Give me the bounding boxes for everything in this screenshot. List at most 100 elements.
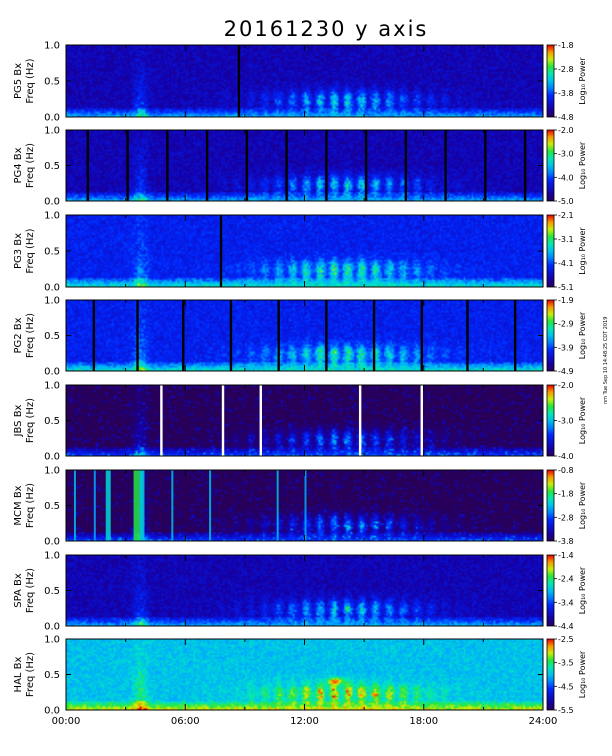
- station-label: PG4 Bx: [13, 147, 24, 183]
- y-tick-label: 0.5: [44, 331, 60, 342]
- colorbar: [546, 469, 555, 542]
- figure-title: 20161230 y axis: [223, 17, 429, 41]
- y-tick-label: 1.0: [44, 466, 60, 477]
- panel-hal: 0.0 0.5 1.0 HAL Bx Freq (Hz) -2.5 -3.5 -4.5 -5.5…: [13, 635, 587, 717]
- data-gap: [285, 130, 288, 201]
- data-gap: [466, 300, 469, 371]
- colorbar-tick-label: -3.5: [558, 659, 574, 668]
- data-gap: [126, 130, 129, 201]
- data-gap: [92, 300, 96, 371]
- panel-mcm: 0.0 0.5 1.0 MCM Bx Freq (Hz) -0.8 -1.8 -2.8 -3.8…: [13, 466, 587, 548]
- y-axis-label: Freq (Hz): [25, 483, 36, 528]
- y-tick-label: 1.0: [44, 381, 60, 392]
- colorbar-tick-label: -0.8: [558, 466, 574, 475]
- panel-spa: 0.0 0.5 1.0 SPA Bx Freq (Hz) -1.4 -2.4 -3.4 -4.4…: [13, 551, 587, 633]
- data-gap: [259, 385, 262, 456]
- data-gap: [160, 385, 163, 456]
- y-axis-label: Freq (Hz): [25, 568, 36, 613]
- x-tick-label: 00:00: [52, 716, 81, 727]
- y-axis-label: Freq (Hz): [25, 652, 36, 697]
- burst: [139, 470, 145, 541]
- y-tick-label: 0.0: [44, 197, 60, 208]
- y-tick-label: 1.0: [44, 635, 60, 646]
- data-gap: [245, 130, 249, 201]
- burst: [93, 470, 96, 541]
- data-gap: [166, 130, 169, 201]
- y-tick-label: 0.0: [44, 113, 60, 124]
- colorbar-tick-label: -2.8: [558, 65, 574, 74]
- colorbar-tick-label: -1.8: [558, 490, 574, 499]
- station-label: PG5 Bx: [13, 63, 24, 99]
- y-tick-label: 1.0: [44, 41, 60, 52]
- colorbar-tick-label: -4.5: [558, 682, 574, 691]
- y-tick-label: 1.0: [44, 211, 60, 222]
- timestamp-stamp: nm Tue Sep 10 14:48:25 CDT 2019: [603, 316, 609, 404]
- data-gap: [182, 300, 185, 371]
- colorbar-tick-label: -3.4: [558, 598, 574, 607]
- y-tick-label: 1.0: [44, 551, 60, 562]
- panel-pg5: 0.0 0.5 1.0 PG5 Bx Freq (Hz) -1.8 -2.8 -3.8 -4.8…: [13, 41, 587, 124]
- y-tick-label: 0.0: [44, 367, 60, 378]
- data-gap: [513, 300, 517, 371]
- spectrogram-image: [66, 300, 543, 371]
- y-tick-label: 0.5: [44, 77, 60, 88]
- colorbar-tick-label: -2.0: [558, 126, 574, 135]
- spectrogram-image: [66, 45, 543, 117]
- data-gap: [420, 385, 423, 456]
- y-tick-label: 0.0: [44, 452, 60, 463]
- y-tick-label: 0.0: [44, 283, 60, 294]
- burst: [209, 470, 212, 541]
- data-gap: [484, 130, 487, 201]
- colorbar-tick-label: -3.0: [558, 417, 574, 426]
- colorbar: [546, 44, 555, 118]
- colorbar-tick-label: -2.8: [558, 513, 574, 522]
- colorbar: [546, 129, 555, 202]
- colorbar-tick-label: -4.1: [558, 259, 574, 268]
- colorbar-tick-label: -1.8: [558, 41, 574, 50]
- x-tick-label: 12:00: [290, 716, 319, 727]
- data-gap: [237, 45, 241, 117]
- colorbar-tick-label: -3.9: [558, 343, 574, 352]
- colorbar: [546, 214, 555, 288]
- y-tick-label: 0.5: [44, 161, 60, 172]
- burst: [276, 470, 279, 541]
- station-label: PG2 Bx: [13, 317, 24, 353]
- spectrogram-image: [66, 555, 543, 626]
- spectrogram-image: [66, 385, 543, 456]
- colorbar-tick-label: -2.4: [558, 575, 574, 584]
- y-tick-label: 0.5: [44, 670, 60, 681]
- colorbar-tick-label: -5.5: [558, 706, 574, 715]
- y-axis-label: Freq (Hz): [25, 398, 36, 443]
- colorbar-tick-label: -2.0: [558, 381, 574, 390]
- y-tick-label: 0.5: [44, 247, 60, 258]
- colorbar-tick-label: -3.8: [558, 537, 574, 546]
- data-gap: [364, 130, 368, 201]
- spectrogram-image: [66, 639, 543, 710]
- data-gap: [404, 130, 408, 201]
- burst: [133, 470, 144, 541]
- colorbar-tick-label: -3.0: [558, 150, 574, 159]
- colorbar: [546, 384, 555, 457]
- station-label: MCM Bx: [13, 485, 24, 525]
- burst: [171, 470, 174, 541]
- y-tick-label: 0.0: [44, 537, 60, 548]
- colorbar-label: Log₁₀ Power: [578, 57, 587, 105]
- colorbar: [546, 638, 555, 711]
- colorbar-label: Log₁₀ Power: [578, 227, 587, 275]
- colorbar-tick-label: -4.4: [558, 622, 574, 631]
- data-gap: [372, 300, 376, 371]
- colorbar-tick-label: -3.1: [558, 235, 574, 244]
- colorbar-label: Log₁₀ Power: [578, 141, 587, 189]
- y-axis-label: Freq (Hz): [25, 228, 36, 273]
- data-gap: [420, 300, 423, 371]
- panel-pg4: 0.0 0.5 1.0 PG4 Bx Freq (Hz) -2.0 -3.0 -4.0 -5.0…: [13, 126, 587, 208]
- x-tick-label: 24:00: [529, 716, 558, 727]
- data-gap: [205, 130, 209, 201]
- y-axis-label: Freq (Hz): [25, 143, 36, 188]
- data-gap: [325, 300, 328, 371]
- colorbar-label: Log₁₀ Power: [578, 566, 587, 614]
- data-gap: [86, 130, 90, 201]
- data-gap: [444, 130, 447, 201]
- y-axis-label: Freq (Hz): [25, 58, 36, 103]
